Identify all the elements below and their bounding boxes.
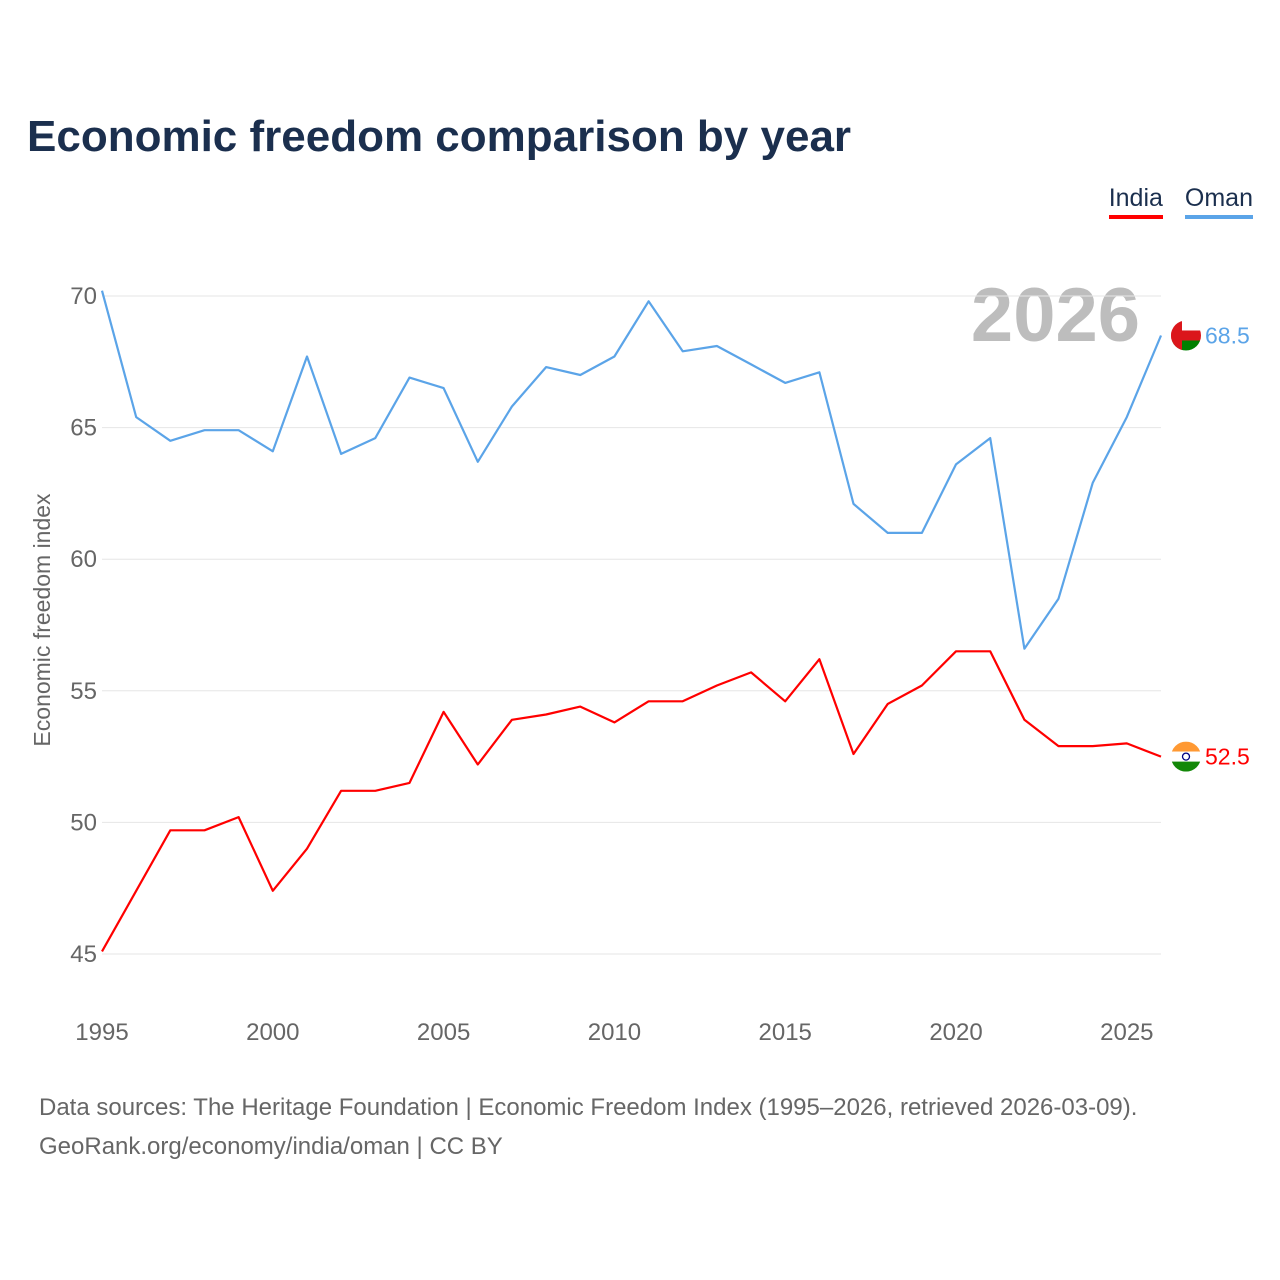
y-tick-label: 55 <box>70 678 97 705</box>
y-tick-label: 65 <box>70 415 97 442</box>
legend: India Oman <box>1108 184 1253 219</box>
x-tick-label: 1995 <box>75 1019 128 1046</box>
flag-stripe <box>1171 340 1201 351</box>
y-tick-label: 70 <box>70 283 97 310</box>
x-tick-label: 2005 <box>417 1019 470 1046</box>
source-line-1: Data sources: The Heritage Foundation | … <box>39 1094 1138 1121</box>
x-tick-label: 2025 <box>1100 1019 1153 1046</box>
flag-chakra <box>1181 752 1191 761</box>
legend-item-india[interactable]: India <box>1108 184 1163 219</box>
y-tick-label: 45 <box>70 941 97 968</box>
y-tick-label: 60 <box>70 546 97 573</box>
series-line-india <box>101 650 1162 952</box>
x-tick-label: 2015 <box>759 1019 812 1046</box>
legend-item-oman[interactable]: Oman <box>1184 184 1253 219</box>
chart-title: Economic freedom comparison by year <box>27 112 852 161</box>
flag-body <box>1171 741 1201 772</box>
source-note: Data sources: The Heritage Foundation | … <box>39 1088 1137 1166</box>
flag-stripe <box>1171 741 1201 752</box>
flag-body <box>1171 320 1201 351</box>
flag-stripe <box>1171 320 1182 351</box>
flag-stripe <box>1171 751 1201 762</box>
flag-stripe <box>1171 330 1201 341</box>
india-flag-icon <box>1171 741 1201 772</box>
y-tick-label: 50 <box>70 809 97 836</box>
x-tick-label: 2000 <box>246 1019 299 1046</box>
year-watermark: 2026 <box>970 273 1140 358</box>
oman-flag-icon <box>1171 320 1201 351</box>
x-tick-label: 2010 <box>588 1019 641 1046</box>
x-tick-label: 2020 <box>929 1019 982 1046</box>
flag-stripe <box>1171 761 1201 772</box>
series-line-oman <box>100 290 1163 650</box>
end-value-label: 68.5 <box>1205 322 1250 348</box>
y-axis-label: Economic freedom index <box>29 493 55 747</box>
end-value-label: 52.5 <box>1205 744 1250 770</box>
flag-stripe <box>1171 320 1201 331</box>
source-line-2[interactable]: GeoRank.org/economy/india/oman | CC BY <box>39 1133 503 1160</box>
